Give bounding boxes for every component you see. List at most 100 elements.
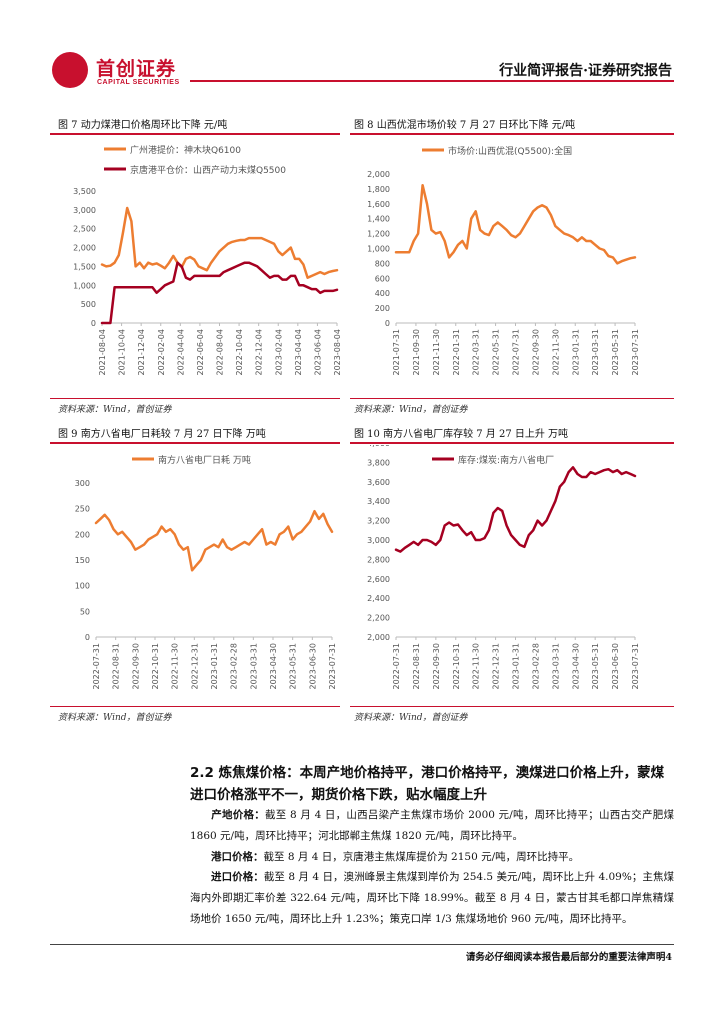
series-line-1 [100,206,339,279]
x-tick-label: 2021-12-04 [137,329,146,376]
figure-8-chart: 市场价:山西优混(Q5500):全国 0 200 400 600 800 1,000 1,20… [367,145,640,376]
figure-9-bottom-rule [50,706,340,707]
x-tick-label: 2022-10-31 [151,643,160,690]
y-tick-label: 3,500 [73,187,96,196]
figure-9-title: 图 9 南方八省电厂日耗较 7 月 27 日下降 万吨 [58,429,266,440]
y-tick-label: 3,200 [367,517,390,526]
y-tick-label: 1,000 [367,245,390,254]
x-tick-label: 2022-11-30 [171,643,180,690]
figure-7-title: 图 7 动力煤港口价格周环比下降 元/吨 [58,120,228,131]
y-tick-label: 50 [80,607,90,616]
y-tick-label: 200 [375,304,390,313]
footer-divider [50,944,674,945]
x-tick-label: 2023-03-31 [591,329,600,376]
x-tick-label: 2023-01-31 [571,329,580,376]
x-tick-label: 2022-08-31 [112,643,121,690]
x-tick-label: 2023-05-31 [611,329,620,376]
y-tick-label: 3,000 [73,206,96,215]
series-line-1 [394,183,637,265]
import-price-label: 进口价格： [211,871,264,883]
y-tick-label: 2,000 [73,244,96,253]
y-tick-label: 150 [75,556,90,565]
y-tick-label: 3,000 [367,536,390,545]
y-tick-label: 600 [375,274,390,283]
x-tick-label: 2023-05-31 [591,643,600,690]
y-tick-label: 2,200 [367,614,390,623]
y-tick-label: 2,000 [367,170,390,179]
x-tick-label: 2023-02-28 [531,643,540,690]
figure-10-chart: 库存:煤炭:南方八省电厂 2,000 2,200 2,400 2,600 2,800 3,0… [367,445,640,690]
x-tick-label: 2022-06-04 [196,329,205,376]
x-tick-label: 2022-10-04 [235,329,244,376]
x-tick-label: 2022-11-30 [472,643,481,690]
header-divider [190,80,674,82]
x-tick-label: 2023-07-31 [631,329,640,376]
figure-8-title: 图 8 山西优混市场价较 7 月 27 日环比下降 元/吨 [354,120,576,131]
legend-label: 广州港提价：神木块Q6100 [130,144,241,156]
x-tick-label: 2022-07-31 [512,329,521,376]
x-tick-label: 2022-10-31 [452,643,461,690]
y-tick-label: 1,500 [73,262,96,271]
x-tick-label: 2022-12-04 [255,329,264,376]
x-tick-label: 2022-07-31 [392,643,401,690]
x-tick-label: 2022-09-30 [432,643,441,690]
y-tick-label: 100 [75,582,90,591]
x-tick-label: 2021-07-31 [392,329,401,376]
figure-9-top-rule [50,442,340,444]
paragraph-port-price: 港口价格：截至 8 月 4 日，京唐港主焦煤库提价为 2150 元/吨，周环比持… [190,847,674,868]
figure-7-source: 资料来源：Wind，首创证券 [58,405,172,415]
company-logo-icon [52,52,88,88]
series-line-1 [394,466,637,553]
y-tick-label: 0 [385,319,390,328]
origin-price-text: 截至 8 月 4 日，山西吕梁产主焦煤市场价 2000 元/吨，周环比持平；山西… [190,809,674,842]
company-name-en: CAPITAL SECURITIES [97,79,180,86]
figure-8-bottom-rule [350,398,674,399]
y-tick-label: 500 [81,300,96,309]
port-price-label: 港口价格： [211,851,264,863]
section-title: 2.2 炼焦煤价格：本周产地价格持平，港口价格持平，澳煤进口价格上升，蒙煤进口价… [190,765,665,803]
x-tick-label: 2022-12-31 [492,643,501,690]
y-tick-label: 2,600 [367,575,390,584]
figure-10-bottom-rule [350,706,674,707]
x-tick-label: 2021-10-04 [118,329,127,376]
x-tick-label: 2022-12-31 [190,643,199,690]
x-tick-label: 2023-02-04 [274,329,283,376]
x-tick-label: 2023-03-31 [551,643,560,690]
x-tick-label: 2021-08-04 [98,329,107,376]
figure-10-top-rule [350,442,674,444]
y-tick-label: 1,200 [367,230,390,239]
x-tick-label: 2023-06-30 [611,643,620,690]
x-tick-label: 2023-06-04 [313,329,322,376]
x-tick-label: 2022-01-31 [452,329,461,376]
x-tick-label: 2021-11-30 [432,329,441,376]
y-tick-label: 2,800 [367,555,390,564]
y-tick-label: 1,800 [367,185,390,194]
y-tick-label: 1,000 [73,281,96,290]
x-tick-label: 2022-04-04 [176,329,185,376]
y-tick-label: 1,400 [367,215,390,224]
x-tick-label: 2023-07-31 [328,643,337,690]
figure-10-title: 图 10 南方八省电厂库存较 7 月 27 日上升 万吨 [354,429,569,440]
import-price-text: 截至 8 月 4 日，澳洲峰景主焦煤到岸价为 254.5 美元/吨，周环比上升 … [190,871,675,925]
y-tick-label: 4,000 [367,445,390,448]
company-name-cn: 首创证券 [96,58,177,80]
x-tick-label: 2023-03-31 [249,643,258,690]
x-tick-label: 2023-08-04 [333,329,342,376]
y-tick-label: 2,500 [73,225,96,234]
y-tick-label: 0 [85,633,90,642]
y-tick-label: 400 [375,289,390,298]
y-tick-label: 250 [75,505,90,514]
y-tick-label: 800 [375,259,390,268]
y-tick-label: 0 [91,319,96,328]
figure-8-source: 资料来源：Wind，首创证券 [354,405,468,415]
x-tick-label: 2023-01-31 [210,643,219,690]
x-tick-label: 2023-04-30 [269,643,278,690]
x-tick-label: 2023-01-31 [512,643,521,690]
x-tick-label: 2022-08-04 [216,329,225,376]
series-line-2 [100,261,339,325]
paragraph-origin-price: 产地价格：截至 8 月 4 日，山西吕梁产主焦煤市场价 2000 元/吨，周环比… [190,805,674,847]
x-tick-label: 2023-07-31 [631,643,640,690]
y-tick-label: 2,000 [367,633,390,642]
y-tick-label: 3,400 [367,497,390,506]
x-tick-label: 2022-09-30 [131,643,140,690]
